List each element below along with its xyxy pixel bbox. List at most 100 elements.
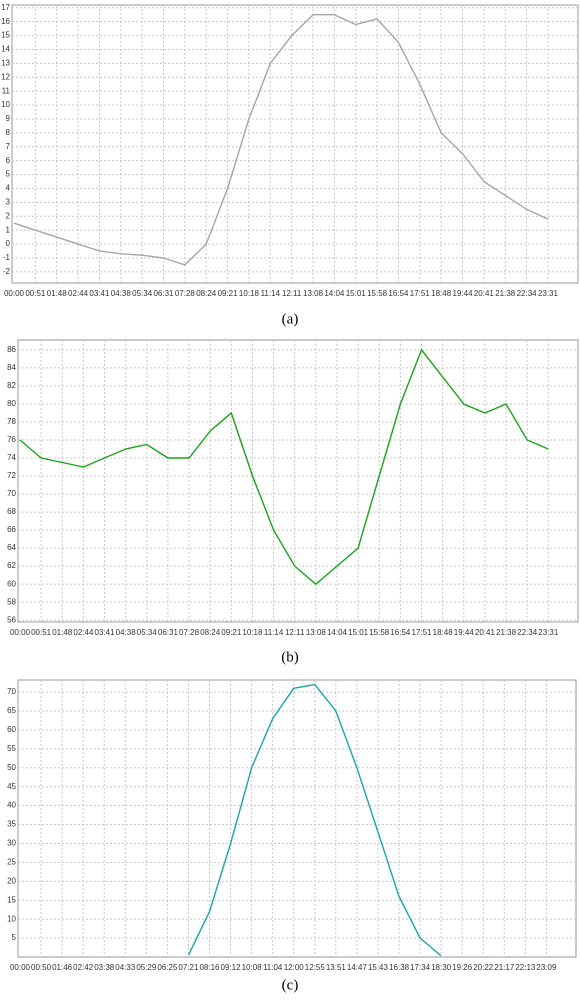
x-tick-label: 00:00 [10, 963, 31, 972]
y-tick-label: 25 [7, 858, 16, 867]
y-tick-label: 1 [6, 225, 11, 234]
y-tick-label: 5 [6, 170, 11, 179]
y-tick-label: 66 [7, 525, 16, 534]
y-tick-label: 62 [7, 561, 16, 570]
x-tick-label: 23:31 [538, 289, 559, 298]
x-tick-label: 13:08 [306, 628, 327, 637]
y-tick-label: 5 [12, 933, 17, 942]
y-tick-label: 72 [7, 471, 16, 480]
x-tick-label: 03:38 [94, 963, 115, 972]
x-tick-label: 14:47 [347, 963, 368, 972]
y-tick-label: 6 [6, 156, 11, 165]
y-tick-label: 45 [7, 782, 16, 791]
x-tick-label: 22:34 [517, 289, 538, 298]
plot-area [17, 679, 577, 958]
y-tick-label: 80 [7, 399, 16, 408]
x-tick-label: 20:22 [473, 963, 494, 972]
y-tick-label: 76 [7, 435, 16, 444]
y-tick-label: 15 [7, 895, 16, 904]
y-tick-label: 11 [2, 86, 11, 95]
x-tick-label: 06:25 [157, 963, 178, 972]
x-tick-label: 09:21 [218, 289, 239, 298]
y-tick-label: 40 [7, 801, 16, 810]
y-tick-label: -2 [3, 267, 11, 276]
y-tick-label: 10 [1, 100, 10, 109]
x-tick-label: 15:58 [367, 289, 388, 298]
x-tick-label: 04:33 [115, 963, 136, 972]
y-tick-label: 50 [7, 763, 16, 772]
x-tick-label: 23:09 [536, 963, 557, 972]
x-tick-label: 03:41 [89, 289, 110, 298]
y-tick-label: 58 [7, 597, 16, 606]
x-tick-label: 17:51 [411, 628, 432, 637]
x-tick-label: 15:01 [346, 289, 367, 298]
x-tick-label: 22:13 [515, 963, 536, 972]
y-tick-label: 35 [7, 820, 16, 829]
data-line [13, 14, 549, 266]
x-tick-label: 05:29 [136, 963, 157, 972]
x-tick-label: 11:14 [264, 628, 284, 637]
x-tick-label: 02:42 [73, 963, 94, 972]
x-tick-label: 13:08 [303, 289, 324, 298]
data-line [187, 683, 442, 957]
x-tick-label: 19:26 [452, 963, 473, 972]
data-line [19, 348, 549, 586]
caption: (b) [281, 649, 299, 665]
y-tick-label: 86 [7, 345, 16, 354]
x-tick-label: 08:16 [199, 963, 220, 972]
x-tick-label: 15:01 [348, 628, 369, 637]
y-tick-label: 82 [7, 381, 16, 390]
x-tick-label: 21:38 [496, 628, 517, 637]
x-tick-label: 16:54 [388, 289, 409, 298]
y-tick-label: 13 [1, 58, 10, 67]
y-tick-label: 0 [6, 239, 11, 248]
x-tick-label: 03:41 [95, 628, 116, 637]
x-tick-label: 16:38 [389, 963, 410, 972]
y-tick-label: 55 [7, 744, 16, 753]
x-tick-label: 02:44 [73, 628, 94, 637]
x-tick-label: 07:28 [179, 628, 200, 637]
y-tick-label: 14 [1, 45, 10, 54]
x-tick-label: 21:17 [494, 963, 515, 972]
x-tick-label: 04:38 [111, 289, 132, 298]
x-tick-label: 12:11 [282, 289, 302, 298]
y-tick-label: 60 [7, 725, 16, 734]
x-tick-label: 00:51 [25, 289, 46, 298]
x-tick-label: 06:31 [158, 628, 179, 637]
plot-area [17, 339, 579, 623]
caption: (a) [282, 311, 299, 327]
x-tick-label: 08:24 [196, 289, 217, 298]
x-tick-label: 04:38 [116, 628, 137, 637]
x-tick-label: 11:04 [263, 963, 283, 972]
y-tick-label: 74 [7, 453, 16, 462]
y-tick-label: -1 [3, 253, 11, 262]
x-tick-label: 08:24 [200, 628, 221, 637]
x-tick-label: 14:04 [324, 289, 345, 298]
x-tick-label: 12:11 [285, 628, 305, 637]
x-tick-label: 00:00 [10, 628, 31, 637]
x-tick-label: 10:18 [239, 289, 260, 298]
y-tick-label: 9 [6, 114, 11, 123]
y-tick-label: 70 [7, 687, 16, 696]
y-tick-label: 12 [1, 72, 10, 81]
y-tick-label: 17 [1, 3, 10, 12]
x-tick-label: 09:21 [221, 628, 242, 637]
x-tick-label: 01:48 [52, 628, 73, 637]
y-tick-label: 56 [7, 615, 16, 624]
x-tick-label: 05:34 [137, 628, 158, 637]
x-tick-label: 17:34 [410, 963, 431, 972]
x-tick-label: 02:44 [68, 289, 89, 298]
x-tick-label: 20:41 [474, 289, 495, 298]
y-tick-label: 68 [7, 507, 16, 516]
y-tick-label: 20 [7, 876, 16, 885]
x-tick-label: 12:55 [305, 963, 326, 972]
x-tick-label: 15:43 [368, 963, 389, 972]
x-tick-label: 18:30 [431, 963, 452, 972]
x-tick-label: 19:44 [453, 289, 474, 298]
x-tick-label: 14:04 [327, 628, 348, 637]
y-tick-label: 2 [6, 211, 11, 220]
x-tick-label: 10:18 [242, 628, 263, 637]
x-tick-label: 09:12 [221, 963, 242, 972]
y-tick-label: 84 [7, 363, 16, 372]
